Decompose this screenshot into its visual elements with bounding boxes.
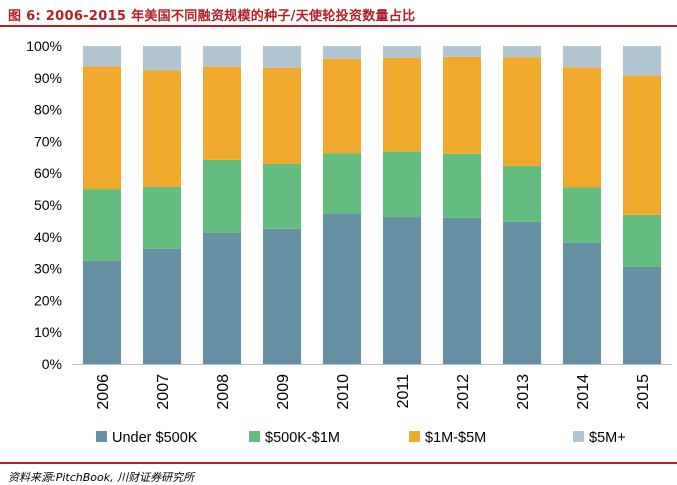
bar-segment — [562, 46, 602, 68]
y-tick-label: 70% — [34, 133, 62, 149]
x-tick-label: 2009 — [275, 374, 292, 410]
bar-segment — [322, 46, 362, 59]
y-tick-label: 20% — [34, 292, 62, 308]
bar-segment — [82, 46, 122, 67]
bar-segment — [442, 217, 482, 364]
source-note: 资料来源:PitchBook, 川财证券研究所 — [8, 471, 195, 484]
x-tick-label: 2012 — [455, 374, 472, 410]
bar-segment — [262, 163, 302, 229]
stacked-bar-chart: 0% 10% 20% 30% 40% 50% 60% 70% 80% 90% 100% 2006 200… — [26, 38, 672, 446]
bar-segment — [442, 56, 482, 154]
y-tick-label: 30% — [34, 261, 62, 277]
title-bar: 图 6: 2006-2015 年美国不同融资规模的种子/天使轮投资数量占比 — [0, 0, 677, 27]
bar-segment — [82, 260, 122, 364]
bar-segment — [142, 248, 182, 364]
y-tick-label: 80% — [34, 102, 62, 118]
bar-segment — [622, 75, 662, 215]
bar-segment — [82, 189, 122, 261]
legend-swatch — [409, 431, 420, 442]
x-tick-label: 2007 — [155, 374, 172, 410]
bar-segment — [142, 46, 182, 71]
x-tick-label: 2008 — [215, 374, 232, 410]
y-tick-label: 0% — [42, 356, 62, 372]
x-tick-label: 2010 — [335, 374, 352, 410]
bar-segment — [382, 217, 422, 364]
bar-segment — [562, 67, 602, 188]
x-tick-label: 2015 — [635, 374, 652, 410]
bar-segment — [322, 153, 362, 214]
bar-segment — [202, 66, 242, 160]
y-tick-label: 40% — [34, 229, 62, 245]
bar-segment — [562, 187, 602, 243]
legend-label: $1M-$5M — [425, 430, 486, 446]
source-bar: 资料来源:PitchBook, 川财证券研究所 — [0, 462, 677, 485]
bar-segment — [502, 57, 542, 166]
bar-segment — [82, 66, 122, 190]
y-tick-label: 10% — [34, 324, 62, 340]
y-tick-label: 100% — [26, 38, 62, 54]
bar-segment — [142, 70, 182, 187]
bar-segment — [382, 57, 422, 152]
legend-label: $500K-$1M — [265, 430, 340, 446]
x-tick-label: 2006 — [95, 374, 112, 410]
bar-segment — [502, 165, 542, 222]
bar-segment — [262, 46, 302, 68]
legend-swatch — [249, 431, 260, 442]
figure-title: 图 6: 2006-2015 年美国不同融资规模的种子/天使轮投资数量占比 — [8, 9, 416, 24]
legend-swatch — [96, 431, 107, 442]
bar-segment — [442, 46, 482, 57]
bar-segment — [622, 46, 662, 76]
bar-segment — [322, 58, 362, 154]
bar-segment — [382, 151, 422, 218]
x-tick-label: 2014 — [575, 374, 592, 410]
bar-segment — [562, 242, 602, 364]
y-tick-label: 60% — [34, 165, 62, 181]
bar-segment — [322, 213, 362, 364]
x-tick-label: 2013 — [515, 374, 532, 410]
bar-segment — [142, 186, 182, 249]
bar-segment — [202, 232, 242, 364]
bar-segment — [382, 46, 422, 58]
bar-segment — [202, 46, 242, 67]
bar-segment — [262, 67, 302, 164]
bar-segment — [202, 159, 242, 233]
bar-segment — [622, 266, 662, 364]
bar-segment — [442, 153, 482, 218]
legend-label: $5M+ — [589, 430, 626, 446]
bar-segment — [502, 221, 542, 364]
y-tick-label: 90% — [34, 70, 62, 86]
x-tick-label: 2011 — [395, 374, 412, 409]
y-tick-label: 50% — [34, 197, 62, 213]
bar-segment — [502, 46, 542, 58]
bar-segment — [262, 228, 302, 364]
bar-segment — [622, 214, 662, 267]
legend-label: Under $500K — [112, 430, 198, 446]
legend-swatch — [573, 431, 584, 442]
